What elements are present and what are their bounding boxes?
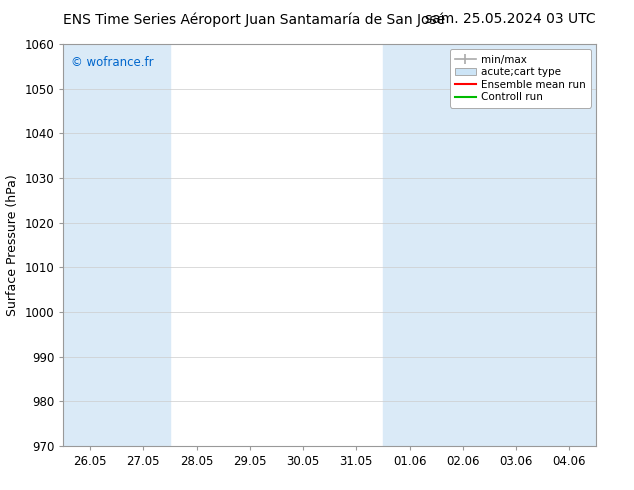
Y-axis label: Surface Pressure (hPa): Surface Pressure (hPa)	[6, 174, 19, 316]
Legend: min/max, acute;cart type, Ensemble mean run, Controll run: min/max, acute;cart type, Ensemble mean …	[450, 49, 591, 107]
Text: sam. 25.05.2024 03 UTC: sam. 25.05.2024 03 UTC	[425, 12, 596, 26]
Bar	[383, 44, 596, 446]
Bar	[63, 44, 170, 446]
Text: ENS Time Series Aéroport Juan Santamaría de San José: ENS Time Series Aéroport Juan Santamaría…	[63, 12, 446, 27]
Text: © wofrance.fr: © wofrance.fr	[72, 56, 154, 69]
